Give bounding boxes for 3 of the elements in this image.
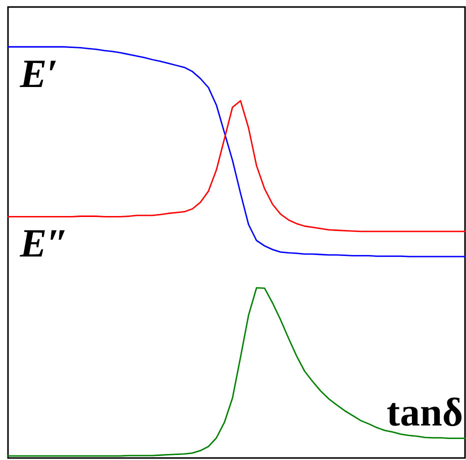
- series-label: E″: [19, 220, 69, 266]
- series-label: tanδ: [386, 389, 463, 434]
- series-label: E′: [19, 50, 58, 96]
